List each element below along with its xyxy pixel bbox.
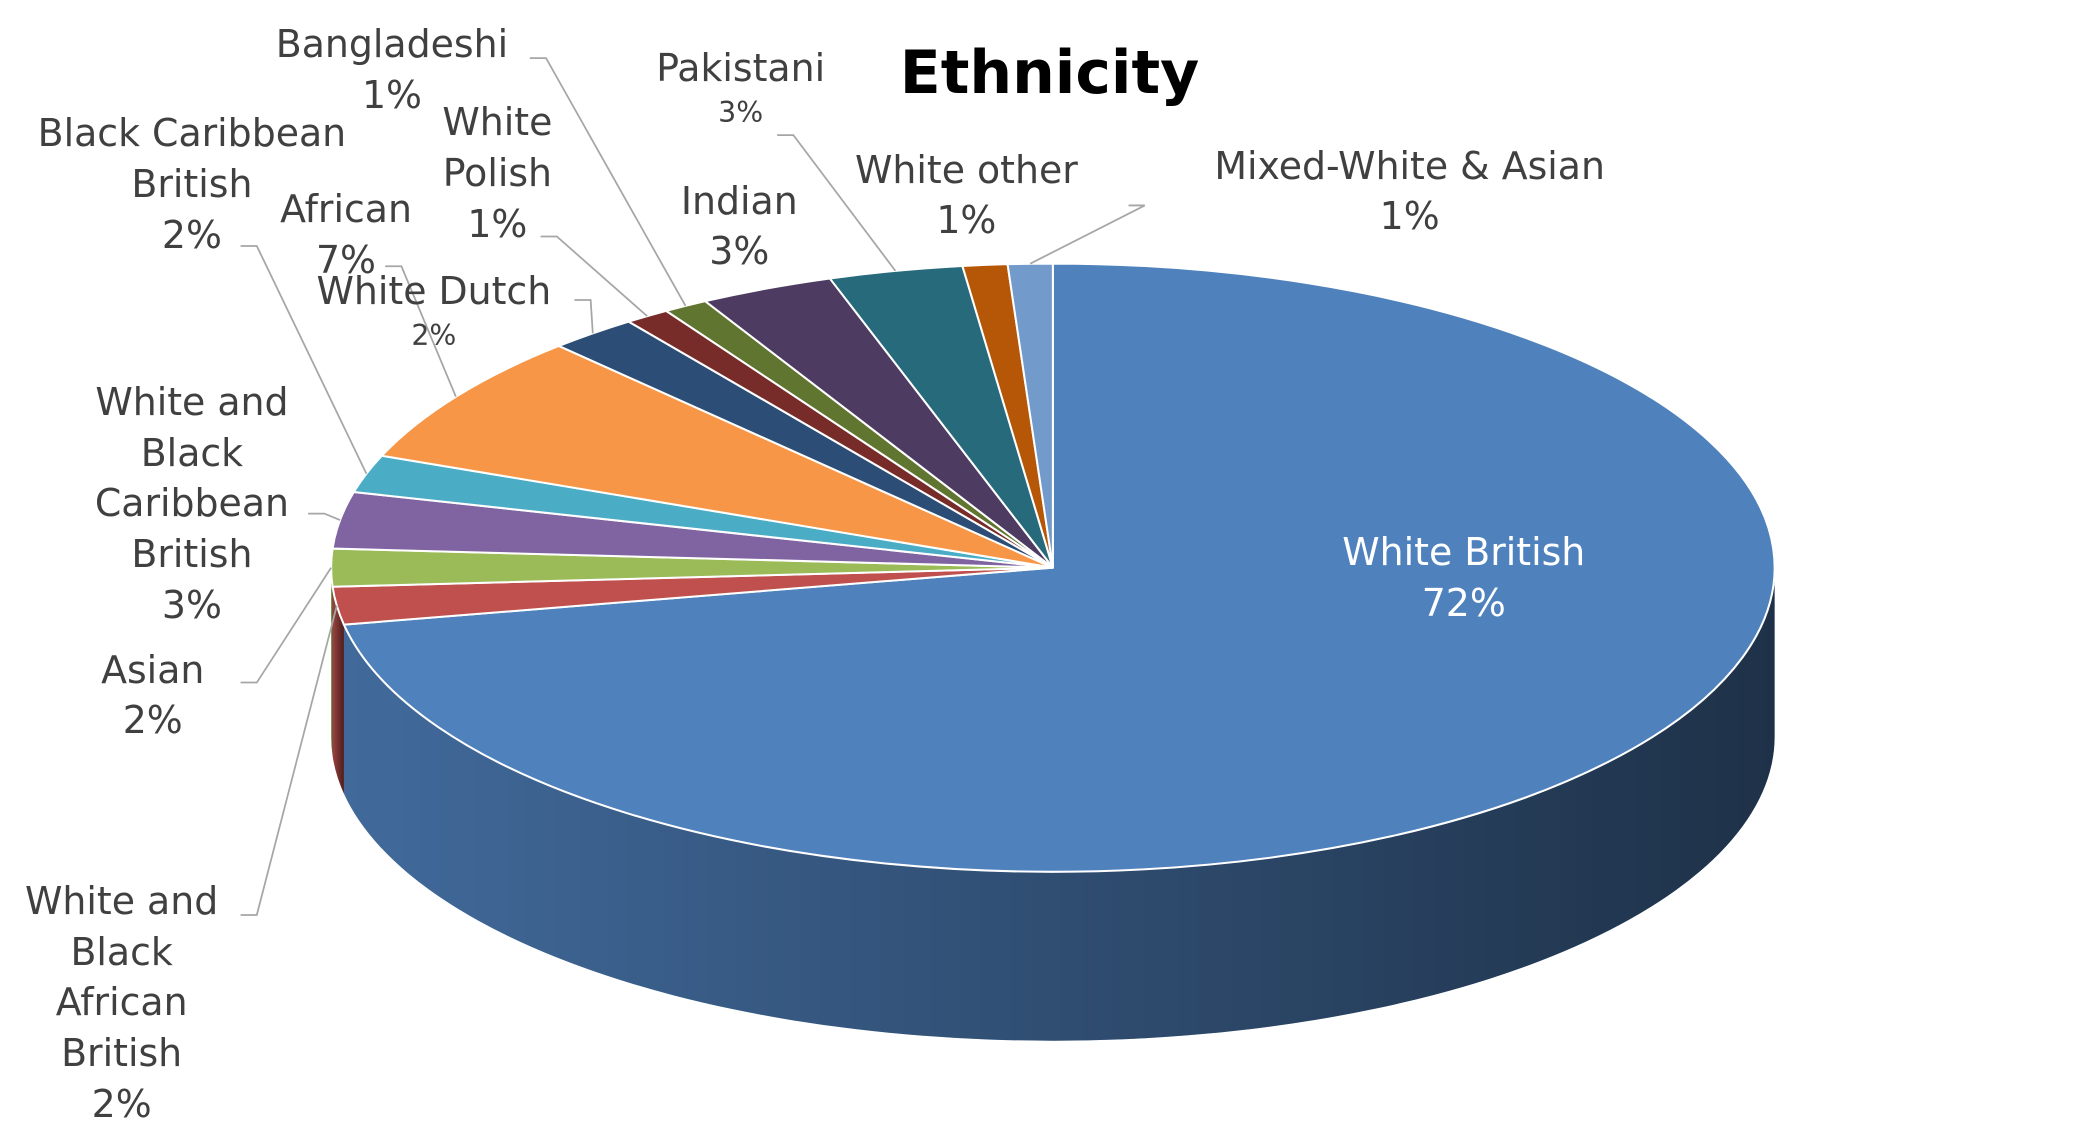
value-label: 1%	[936, 198, 997, 243]
leader-line	[385, 265, 457, 398]
category-label: Bangladeshi	[275, 21, 509, 66]
data-label: Black Caribbean British 2%	[13, 108, 371, 260]
leader-line	[240, 567, 332, 684]
data-label: White other 1%	[818, 145, 1115, 246]
data-label: African 7%	[265, 184, 427, 285]
value-label: 3%	[709, 229, 770, 274]
leader-line	[777, 134, 897, 272]
side-shade	[332, 586, 344, 794]
value-label: 2%	[122, 698, 183, 743]
category-label: Pakistani	[656, 46, 826, 91]
category-label: Black Caribbean British	[37, 111, 347, 206]
leader-line	[308, 512, 341, 521]
data-label: Bangladeshi 1%	[250, 19, 534, 120]
data-label: White Dutch 2%	[285, 266, 582, 355]
category-label: African	[280, 186, 412, 231]
value-label: 2%	[161, 212, 222, 257]
side-shade	[331, 567, 333, 756]
side-shade	[343, 567, 1775, 1041]
value-label: 72%	[1421, 580, 1506, 625]
value-label: 2%	[91, 1081, 152, 1126]
leader-line	[1029, 204, 1146, 265]
data-label: White and Black Caribbean British 3%	[74, 377, 311, 631]
value-label: 3%	[161, 582, 222, 627]
value-label: 7%	[315, 237, 376, 282]
chart-title: Ethnicity	[899, 38, 1200, 108]
value-label: 3%	[718, 95, 764, 129]
leader-line	[529, 57, 687, 307]
slice	[342, 262, 1776, 873]
value-label: 1%	[361, 72, 422, 117]
leader-line	[240, 605, 338, 916]
category-label: White and Black African British	[25, 878, 219, 1075]
category-label: Mixed-White & Asian	[1214, 143, 1605, 188]
value-label: 2%	[411, 318, 457, 352]
category-label: Asian	[101, 647, 205, 692]
category-label: White Polish	[442, 100, 553, 196]
leader-line	[540, 235, 648, 317]
value-label: 1%	[1379, 194, 1440, 239]
data-label: Mixed-White & Asian 1%	[1160, 141, 1660, 242]
category-label: Indian	[680, 178, 798, 223]
category-label: White and Black Caribbean British	[94, 380, 289, 577]
category-label: White other	[854, 147, 1078, 192]
slice	[379, 344, 1054, 569]
value-label: 1%	[467, 201, 528, 246]
leader-line	[574, 299, 594, 334]
data-label: Indian 3%	[645, 176, 834, 277]
leader-line	[240, 245, 368, 475]
data-label: White and Black African British 2%	[3, 876, 240, 1130]
category-label: White Dutch	[316, 269, 552, 314]
data-label: White Polish 1%	[430, 97, 565, 249]
data-label: White British 72%	[1261, 527, 1666, 628]
data-label: Asian 2%	[51, 645, 254, 746]
data-label: Pakistani 3%	[626, 43, 856, 132]
category-label: White British	[1342, 530, 1586, 575]
